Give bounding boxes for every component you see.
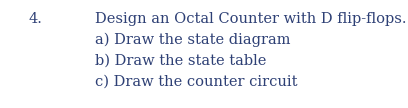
Text: b) Draw the state table: b) Draw the state table: [95, 54, 266, 68]
Text: a) Draw the state diagram: a) Draw the state diagram: [95, 33, 290, 47]
Text: c) Draw the counter circuit: c) Draw the counter circuit: [95, 75, 297, 89]
Text: 4.: 4.: [28, 12, 42, 26]
Text: Design an Octal Counter with D flip-flops.: Design an Octal Counter with D flip-flop…: [95, 12, 406, 26]
